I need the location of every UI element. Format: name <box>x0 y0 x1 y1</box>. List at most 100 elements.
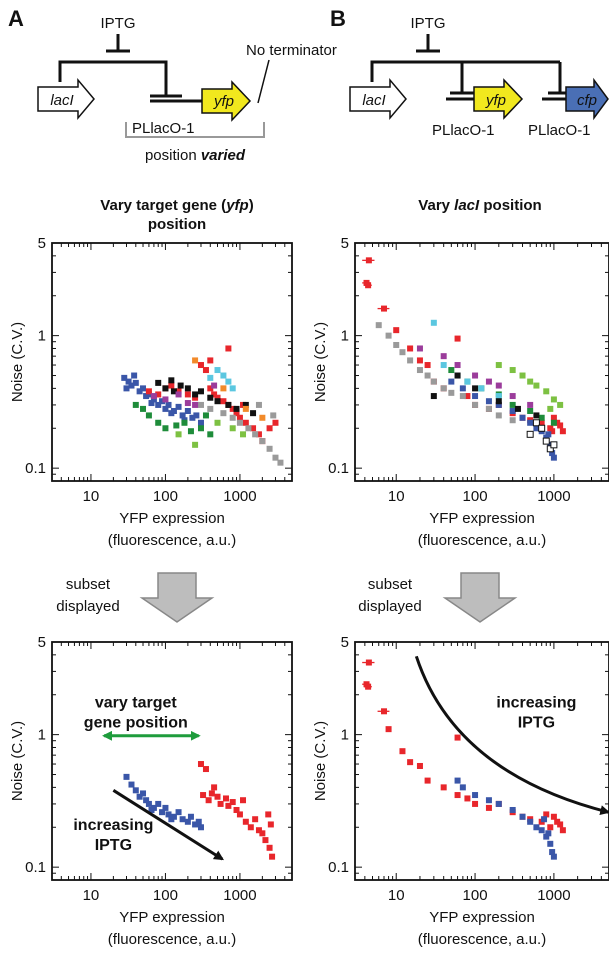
data-point <box>486 406 492 412</box>
data-point <box>545 830 551 836</box>
chart-a-top: 10 100 10000.115YFP expression(fluorescenc… <box>9 235 292 549</box>
x-axis-label: (fluorescence, a.u.) <box>418 931 546 948</box>
data-point <box>417 763 423 769</box>
data-point <box>198 420 204 426</box>
repression-line-b <box>372 62 560 82</box>
data-point <box>207 406 213 412</box>
data-point <box>178 383 184 389</box>
data-point <box>267 425 273 431</box>
data-point <box>168 816 174 822</box>
data-point <box>146 412 152 418</box>
data-point <box>441 784 447 790</box>
data-point <box>520 373 526 379</box>
y-tick-label: 1 <box>341 727 349 744</box>
data-point <box>455 792 461 798</box>
chart-a-top-title-line1: Vary target gene (yfp) <box>100 197 253 214</box>
data-point <box>207 431 213 437</box>
data-point <box>464 379 470 385</box>
position-varied-prefix: position <box>145 147 201 164</box>
data-point <box>166 402 172 408</box>
data-point <box>220 410 226 416</box>
data-point <box>185 391 191 397</box>
panel-letter-b: B <box>330 6 346 31</box>
diagram-a: IPTG lacI yfp No terminator PLlacO-1 pos… <box>38 15 337 164</box>
data-point <box>539 425 545 431</box>
data-point <box>220 373 226 379</box>
subset-text-b-line1: subset <box>368 576 413 593</box>
data-point <box>543 388 549 394</box>
data-point <box>211 784 217 790</box>
y-tick-label: 0.1 <box>25 460 46 477</box>
data-point <box>207 357 213 363</box>
data-point <box>486 379 492 385</box>
chart-b-top-title-part1: Vary <box>418 197 454 214</box>
data-point <box>259 438 265 444</box>
data-point <box>215 794 221 800</box>
data-point <box>162 425 168 431</box>
data-point <box>441 385 447 391</box>
data-point <box>200 792 206 798</box>
data-point <box>180 816 186 822</box>
data-point <box>366 660 372 666</box>
data-point <box>168 383 174 389</box>
y-tick-label: 5 <box>341 634 349 651</box>
data-point <box>366 257 372 263</box>
chart-a-top-title-line2: position <box>148 216 206 233</box>
data-point <box>533 412 539 418</box>
no-terminator-label: No terminator <box>246 42 337 59</box>
data-point <box>185 385 191 391</box>
data-point <box>515 406 521 412</box>
data-point <box>198 425 204 431</box>
data-point <box>173 422 179 428</box>
data-point <box>496 362 502 368</box>
data-point <box>472 792 478 798</box>
data-point <box>399 748 405 754</box>
data-point <box>267 446 273 452</box>
data-point <box>560 428 566 434</box>
y-tick-label: 0.1 <box>328 460 349 477</box>
data-point <box>215 420 221 426</box>
data-point <box>237 811 243 817</box>
data-point <box>207 395 213 401</box>
y-axis-label: Noise (C.V.) <box>312 322 329 402</box>
data-point <box>198 388 204 394</box>
data-point <box>527 379 533 385</box>
data-point <box>496 393 502 399</box>
data-point <box>272 420 278 426</box>
data-point <box>155 380 161 386</box>
x-tick-label: 1000 <box>537 488 570 505</box>
data-point <box>188 428 194 434</box>
data-point <box>192 442 198 448</box>
data-point <box>510 408 516 414</box>
data-point <box>215 367 221 373</box>
data-point <box>243 406 249 412</box>
down-arrow-b <box>445 573 515 622</box>
data-point <box>460 393 466 399</box>
data-point <box>133 787 139 793</box>
data-point <box>510 367 516 373</box>
annotation-text: IPTG <box>95 837 132 854</box>
data-point <box>131 373 137 379</box>
x-axis-label: (fluorescence, a.u.) <box>108 532 236 549</box>
data-point <box>155 801 161 807</box>
data-point <box>455 735 461 741</box>
data-point <box>140 385 146 391</box>
data-point <box>527 819 533 825</box>
data-point <box>486 398 492 404</box>
panel-letter-a: A <box>8 6 24 31</box>
data-point <box>486 797 492 803</box>
cfp-label-b: cfp <box>577 92 597 109</box>
data-point <box>478 385 484 391</box>
x-tick-label: 10 <box>83 887 100 904</box>
data-point <box>220 385 226 391</box>
data-point <box>455 362 461 368</box>
data-point <box>237 420 243 426</box>
data-point <box>460 385 466 391</box>
data-point <box>225 402 231 408</box>
data-point <box>496 398 502 404</box>
chart-a-top-title-part2: yfp <box>225 197 249 214</box>
data-point <box>259 415 265 421</box>
data-point <box>386 333 392 339</box>
data-point <box>381 306 387 312</box>
